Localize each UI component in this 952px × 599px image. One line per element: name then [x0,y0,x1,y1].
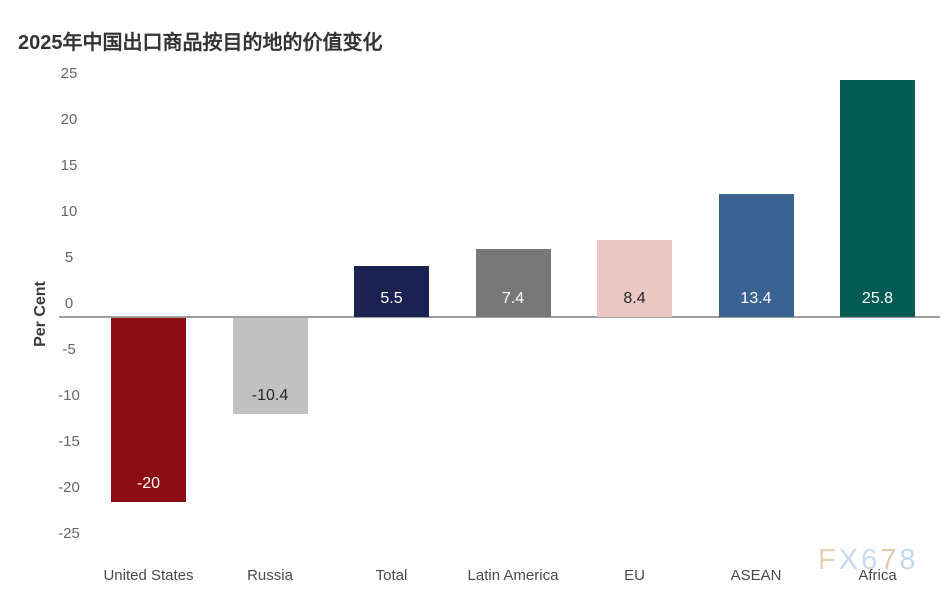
bar-united-states: -20 [111,318,186,502]
bar-africa: 25.8 [840,79,915,317]
x-category-label-total: Total [375,567,408,584]
bar-eu: 8.4 [597,239,672,317]
y-tick-label--25: -25 [58,525,80,542]
y-tick-label-5: 5 [64,249,74,266]
y-tick-label-10: 10 [60,203,78,220]
y-tick-label--5: -5 [62,341,76,358]
x-category-label-latin-america: Latin America [467,567,559,584]
bar-value-label: 8.4 [623,289,646,307]
y-tick-label-25: 25 [60,65,78,82]
bar-russia: -10.4 [232,318,308,414]
chart-title: 2025年中国出口商品按目的地的价值变化 [18,32,383,54]
x-category-label-asean: ASEAN [730,567,782,584]
bar-asean: 13.4 [718,193,794,317]
bar-value-label: -10.4 [251,386,289,404]
bar-value-label: -20 [136,475,161,492]
x-category-label-united-states: United States [103,567,194,584]
x-category-label-africa: Africa [858,567,897,584]
bar-value-label: 25.8 [861,289,894,307]
zero-baseline [59,316,940,318]
x-category-label-russia: Russia [247,567,293,584]
y-tick-label-20: 20 [60,111,78,128]
bar-total: 5.5 [354,266,429,317]
bar-value-label: 7.4 [501,289,525,307]
y-tick-label--10: -10 [58,387,80,404]
x-category-label-eu: EU [624,567,645,584]
y-tick-label-0: 0 [64,295,74,312]
y-tick-label-15: 15 [60,157,78,174]
bar-value-label: 5.5 [380,289,403,307]
bar-value-label: 13.4 [740,289,772,307]
bar-latin-america: 7.4 [475,248,551,317]
y-tick-label--20: -20 [58,479,80,496]
y-tick-label--15: -15 [58,433,80,450]
